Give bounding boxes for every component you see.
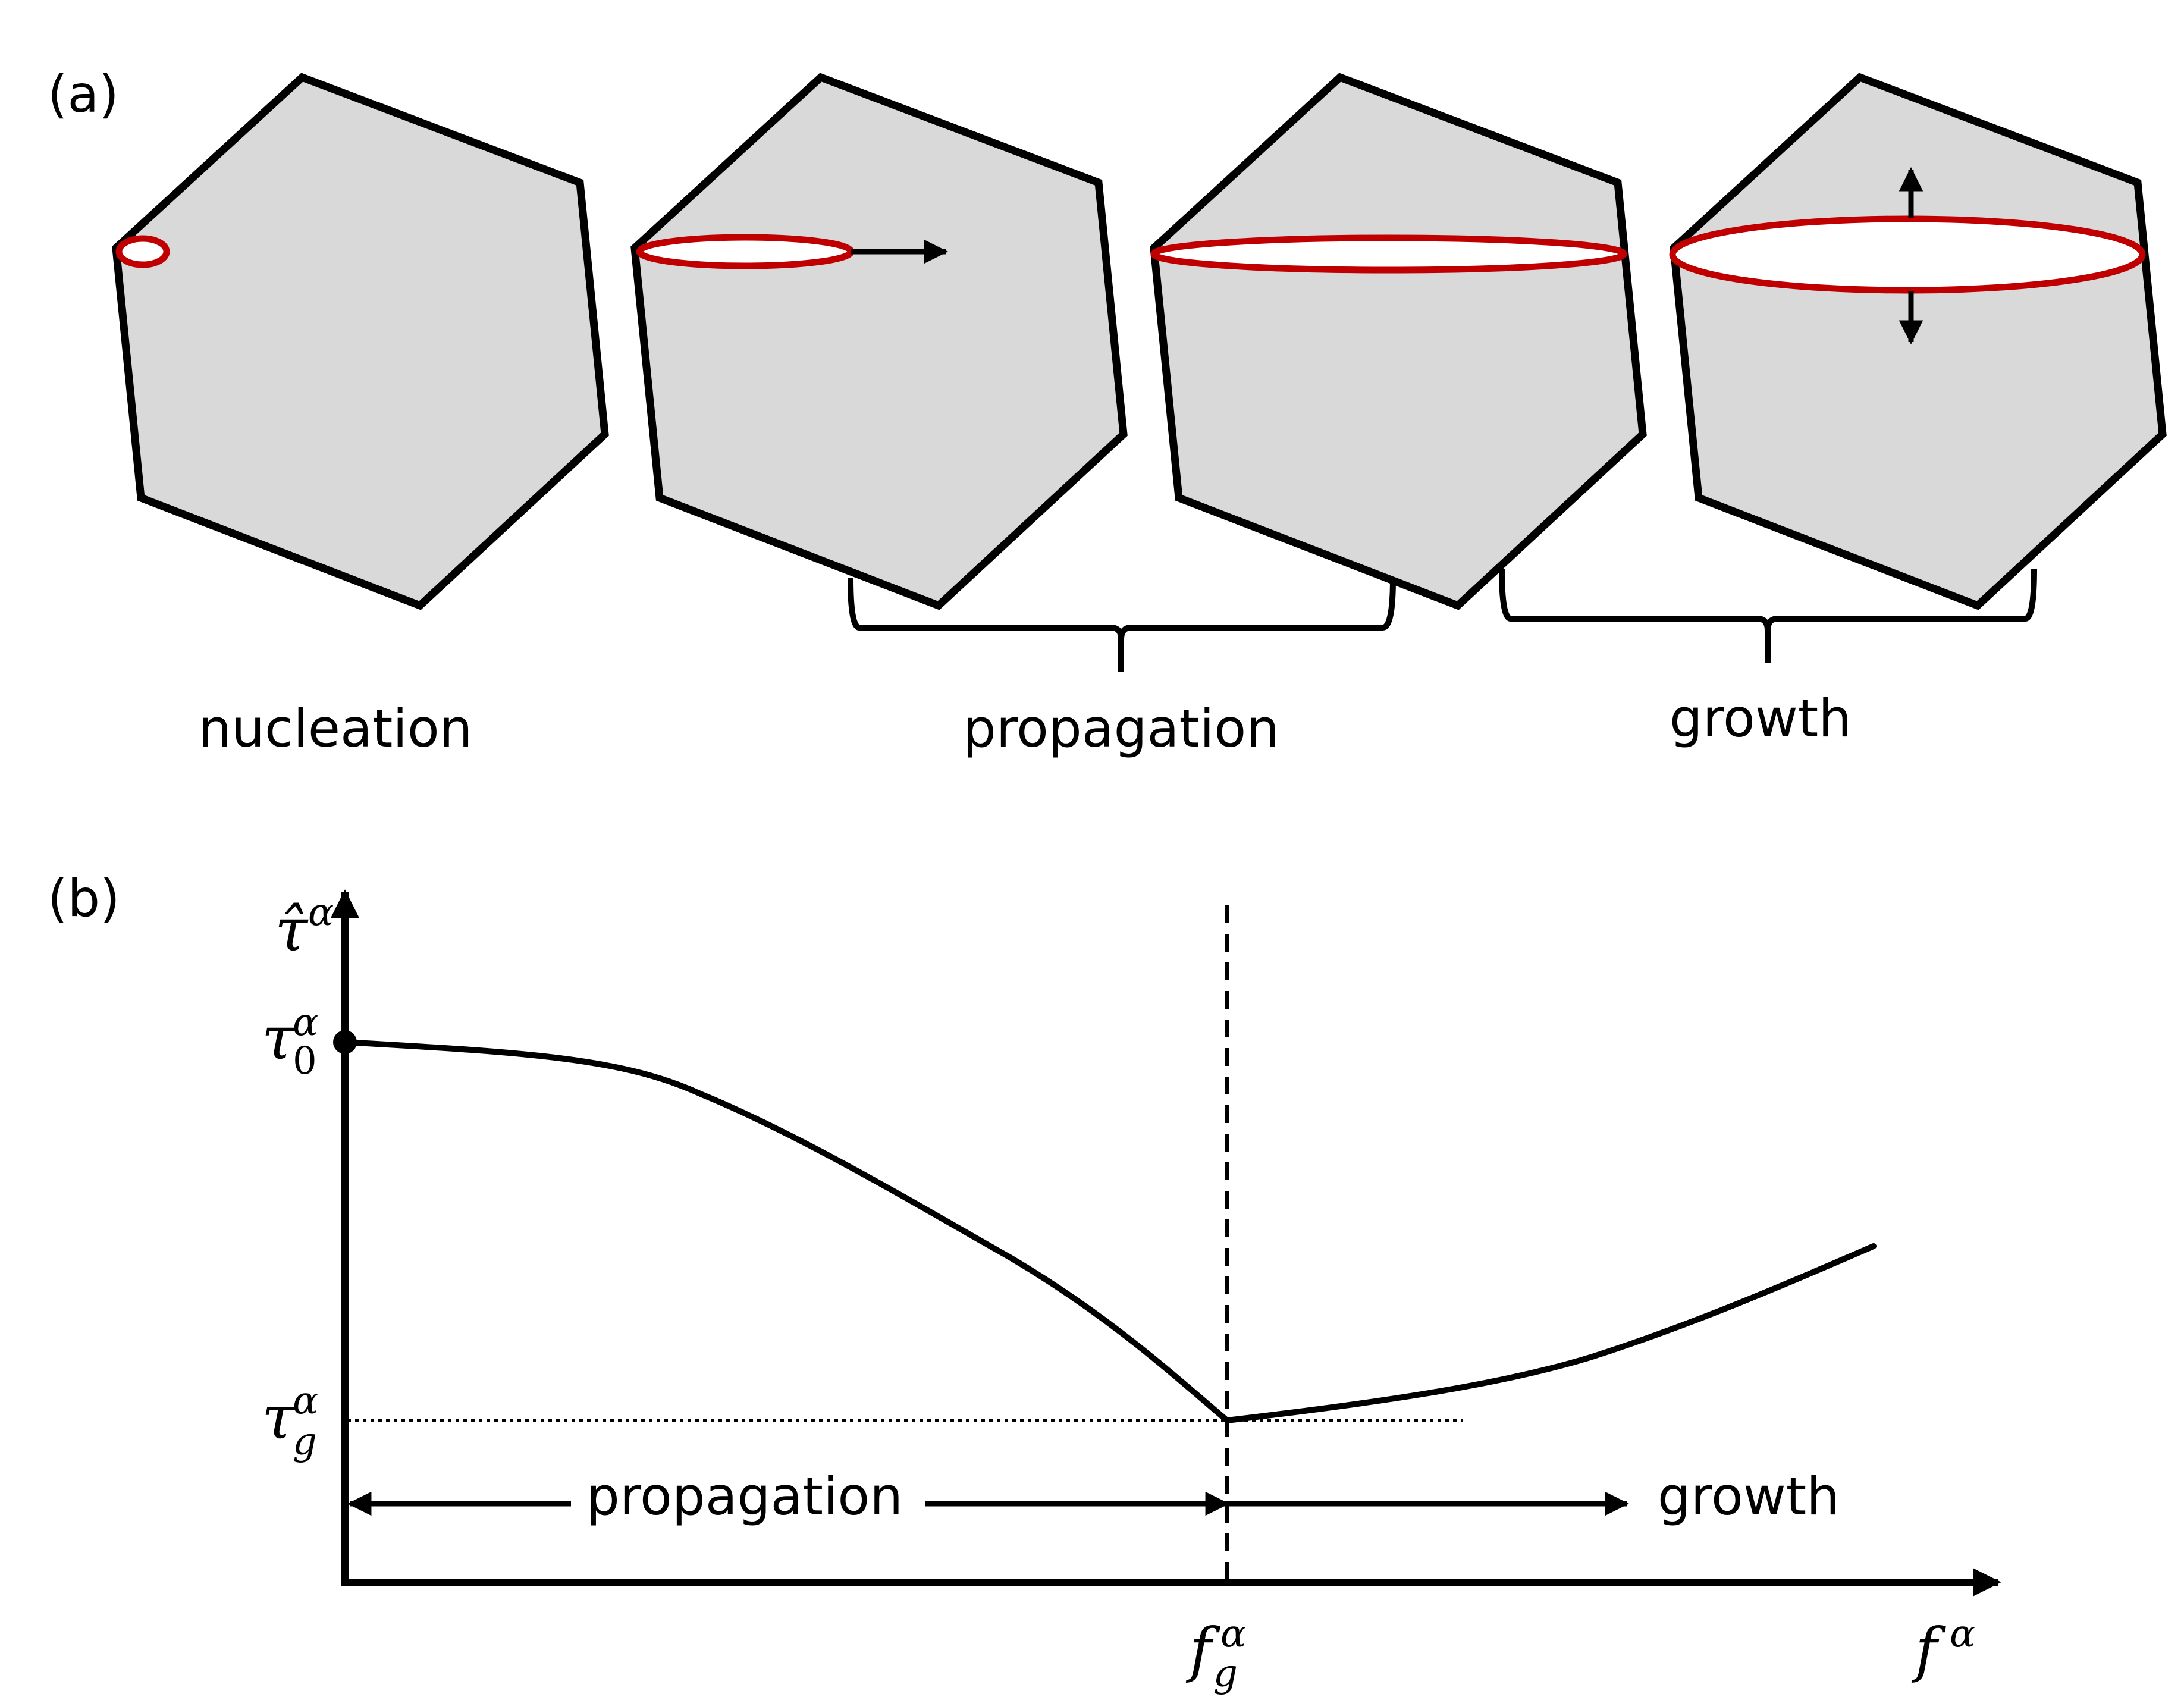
- grain-propagation-complete: [1150, 73, 1647, 610]
- grain-hexagon: [630, 73, 1128, 610]
- tau0-point: [333, 1030, 357, 1054]
- grain-hexagon: [1150, 73, 1647, 610]
- grain-hexagon: [112, 73, 609, 610]
- taug-label-sub: g: [293, 1420, 317, 1464]
- twin-nucleus-loop: [115, 235, 170, 268]
- x-axis-label-sup: α: [1950, 1612, 1975, 1656]
- fg-label: f α g: [1185, 1612, 1246, 1696]
- taug-label-sup: α: [293, 1379, 318, 1423]
- grain-nucleation: [112, 73, 609, 610]
- region-label-propagation: propagation: [586, 1466, 903, 1527]
- tau0-label-base: τ: [262, 1003, 296, 1073]
- twin-loop-partial: [636, 234, 855, 269]
- growth-brace: [1499, 569, 2037, 663]
- y-axis-label: τ̂ α: [275, 890, 334, 965]
- x-axis-label-base: f: [1911, 1615, 1946, 1685]
- propagation-brace: [848, 578, 1396, 672]
- critical-stress-curve: [342, 1039, 1877, 1423]
- taug-label-base: τ: [262, 1383, 296, 1453]
- fg-label-sub: g: [1213, 1652, 1238, 1696]
- panel-b-label: (b): [48, 869, 120, 929]
- y-axis-label-base: τ̂: [275, 895, 309, 965]
- twin-loop-thickening: [1669, 215, 2146, 294]
- stage-label-growth: growth: [1670, 688, 1852, 749]
- panel-a-label: (a): [48, 65, 119, 124]
- y-axis-label-sup: α: [308, 890, 334, 934]
- x-axis-label: f α: [1911, 1612, 1975, 1685]
- grain-propagation-start: [630, 73, 1128, 610]
- stage-label-nucleation: nucleation: [198, 698, 472, 759]
- fg-label-sup: α: [1220, 1612, 1246, 1656]
- twin-loop-spanning: [1150, 234, 1627, 274]
- panel-b: (b) propagation growth τ̂ α τ α 0: [48, 869, 2001, 1696]
- grain-hexagon: [1670, 73, 2167, 610]
- tau0-label-sup: α: [293, 1000, 318, 1045]
- region-label-growth: growth: [1658, 1466, 1840, 1527]
- stage-label-propagation: propagation: [963, 698, 1279, 759]
- taug-label: τ α g: [262, 1379, 318, 1464]
- grain-growth: [1669, 73, 2167, 610]
- panel-a: (a) nucleation propagation: [48, 65, 2167, 759]
- tau0-label: τ α 0: [262, 1000, 318, 1083]
- tau0-label-sub: 0: [293, 1039, 317, 1083]
